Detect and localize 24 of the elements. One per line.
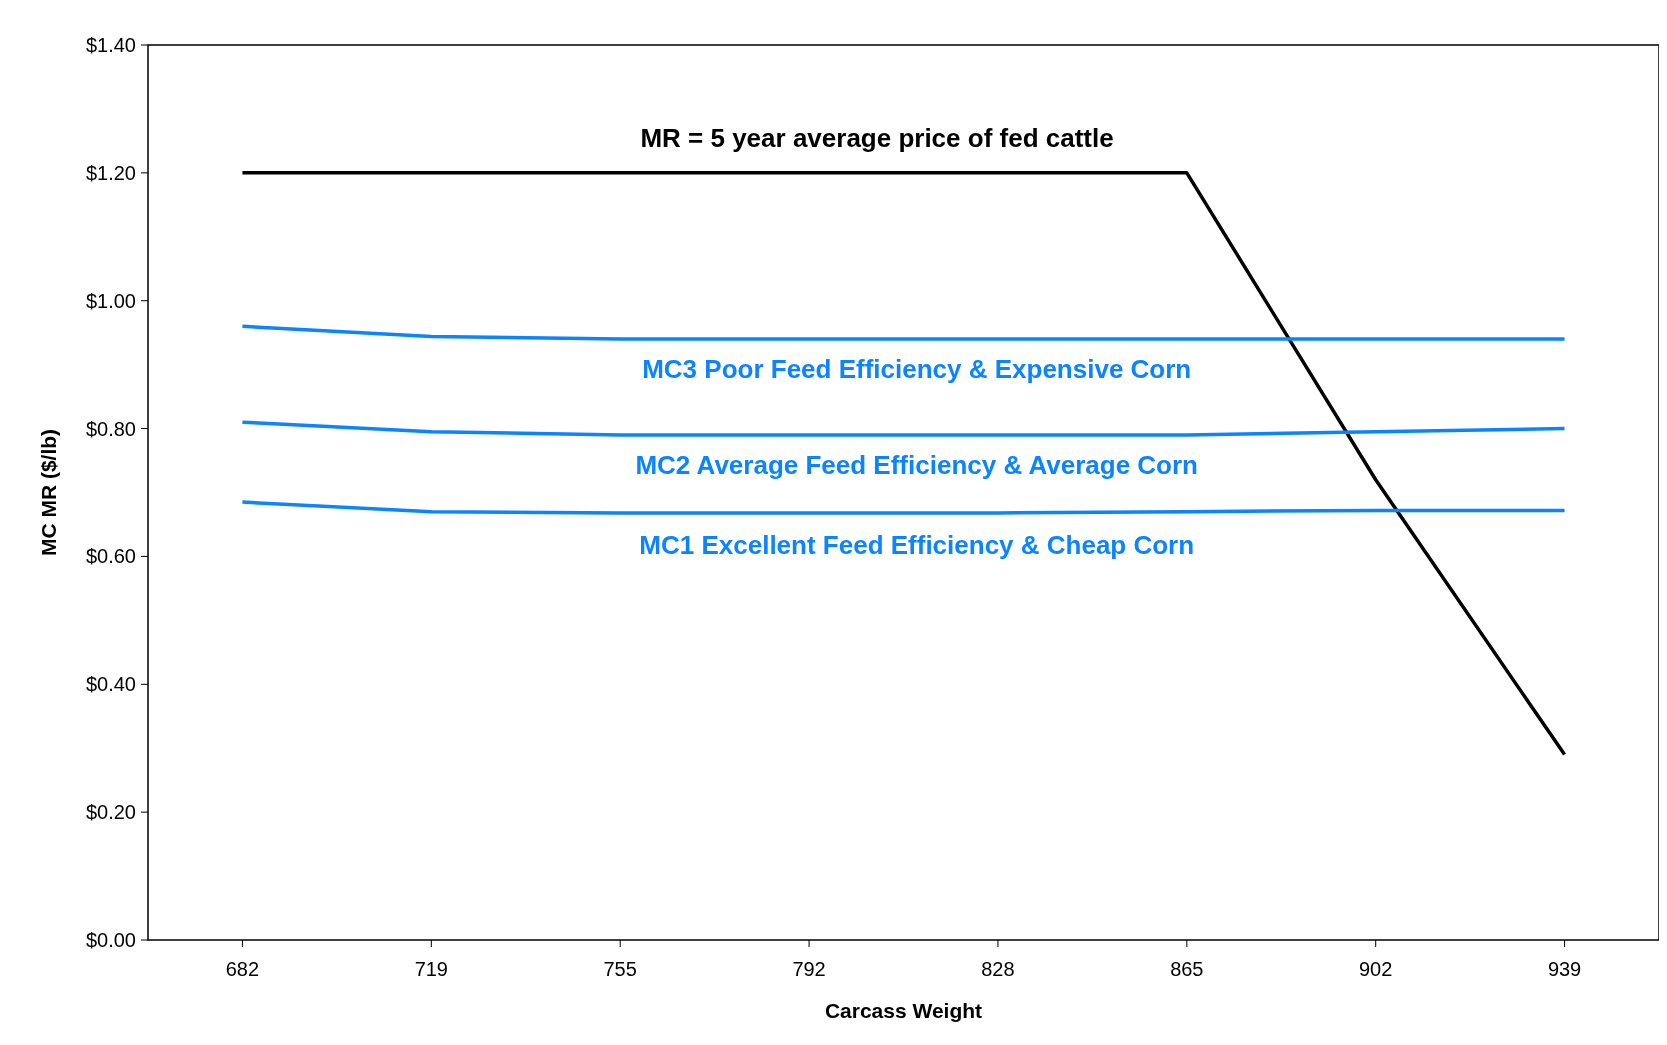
y-tick-label: $0.80 — [85, 417, 136, 440]
y-tick-label: $0.20 — [85, 801, 136, 824]
y-tick-label: $1.00 — [85, 289, 136, 312]
x-tick-label: 865 — [1170, 958, 1204, 980]
y-axis-title: MC MR ($/lb) — [37, 428, 60, 557]
series-label: MC1 Excellent Feed Efficiency & Cheap Corn — [639, 530, 1195, 561]
x-tick-label: 939 — [1547, 958, 1582, 980]
y-tick-label: $0.60 — [85, 545, 136, 568]
y-tick-label: $0.00 — [85, 929, 136, 951]
series-label: MC3 Poor Feed Efficiency & Expensive Corn — [642, 354, 1192, 385]
x-tick-label: 719 — [414, 958, 448, 980]
series-label: MR = 5 year average price of fed cattle — [640, 122, 1114, 153]
line-series — [240, 420, 1567, 437]
x-axis-title: Carcass Weight — [824, 999, 983, 1022]
line-series — [240, 500, 1567, 515]
x-tick-label: 828 — [981, 958, 1015, 980]
y-tick-label: $0.40 — [85, 673, 136, 696]
x-tick-label: 682 — [225, 958, 260, 980]
y-tick-label: $1.40 — [85, 34, 136, 56]
x-tick-label: 755 — [603, 958, 637, 980]
x-tick-label: 792 — [792, 958, 826, 980]
x-tick-label: 902 — [1359, 958, 1393, 980]
series-label: MC2 Average Feed Efficiency & Average Corn — [635, 450, 1198, 481]
y-tick-label: $1.20 — [85, 161, 136, 184]
